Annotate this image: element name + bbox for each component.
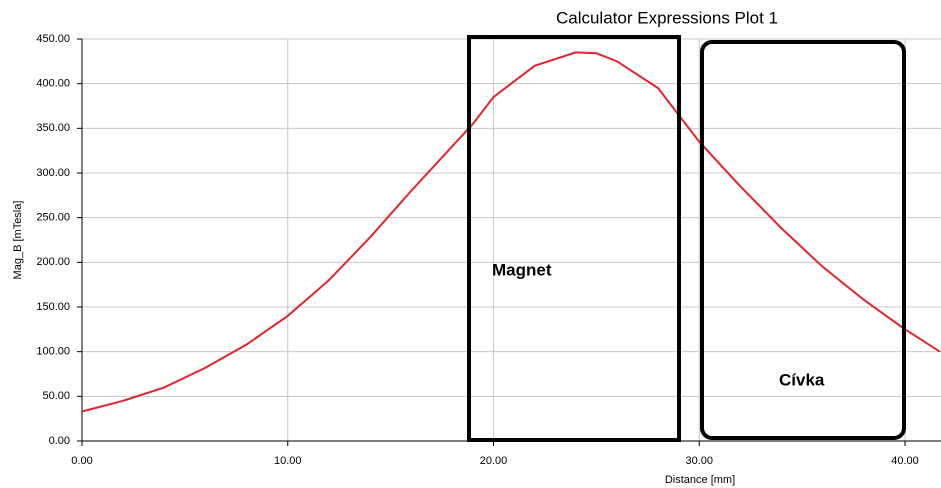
y-tick-label: 150.00 xyxy=(36,301,70,313)
y-tick-label: 50.00 xyxy=(42,390,70,402)
y-tick-label: 300.00 xyxy=(36,167,70,179)
x-tick-label: 10.00 xyxy=(274,455,302,467)
y-tick-label: 0.00 xyxy=(49,435,70,447)
annotation: Magnet xyxy=(492,260,552,279)
annotation: Cívka xyxy=(779,370,825,389)
data-line xyxy=(81,51,941,413)
chart-title: Calculator Expressions Plot 1 xyxy=(556,8,778,27)
marks xyxy=(81,51,941,413)
plot-area xyxy=(82,39,941,441)
x-tick-label: 20.00 xyxy=(480,455,508,467)
y-tick-label: 400.00 xyxy=(36,78,70,90)
y-tick-label: 450.00 xyxy=(36,33,70,45)
coil-box xyxy=(700,40,906,440)
x-axis-label: Distance [mm] xyxy=(665,474,735,486)
y-tick-label: 100.00 xyxy=(36,346,70,358)
y-tick-label: 250.00 xyxy=(36,212,70,224)
magnet-box xyxy=(467,35,681,442)
y-tick-label: 200.00 xyxy=(36,256,70,268)
y-tick-label: 350.00 xyxy=(36,122,70,134)
x-tick-label: 40.00 xyxy=(891,455,919,467)
y-axis-label: Mag_B [mTesla] xyxy=(12,201,24,280)
x-tick-label: 0.00 xyxy=(71,455,92,467)
x-tick-label: 30.00 xyxy=(685,455,713,467)
